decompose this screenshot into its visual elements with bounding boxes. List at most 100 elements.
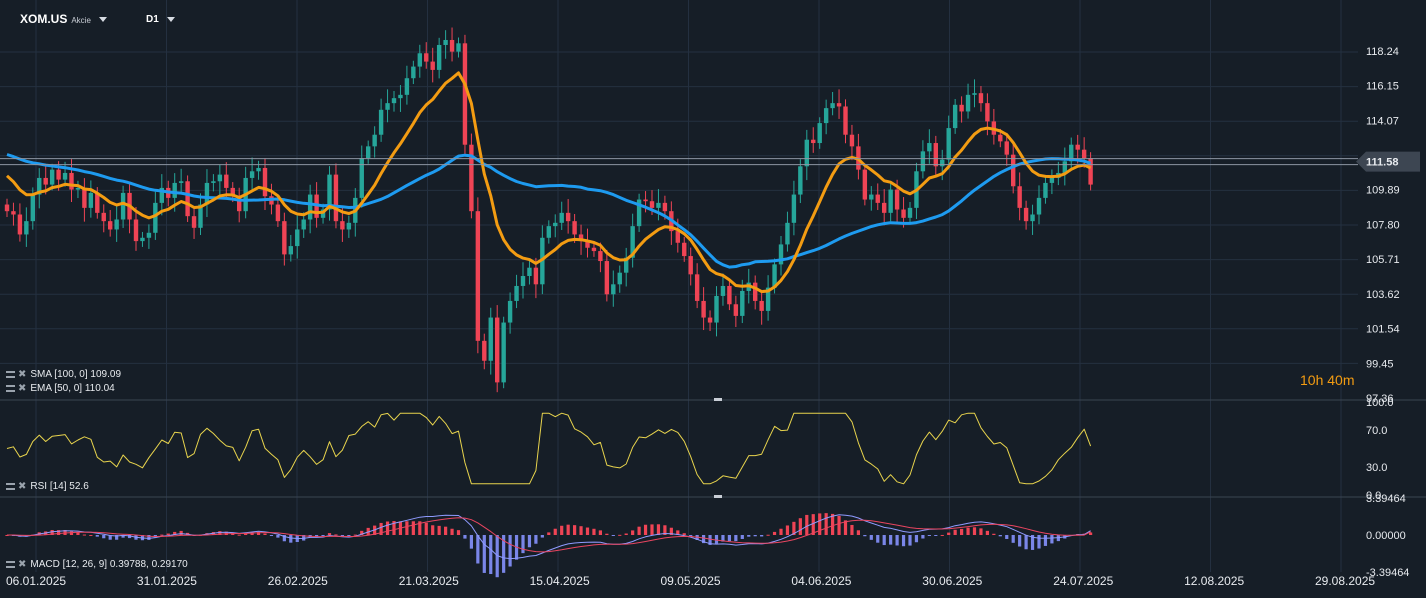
candle-body bbox=[940, 159, 945, 167]
candle-body bbox=[204, 182, 210, 205]
macd-histogram-bar bbox=[766, 534, 770, 536]
macd-histogram-bar bbox=[663, 525, 667, 535]
candle-body bbox=[114, 219, 119, 230]
candle-body bbox=[411, 66, 416, 79]
candle-body bbox=[1069, 144, 1074, 162]
rsi-axis-tick: 30.0 bbox=[1366, 462, 1387, 474]
settings-icon[interactable] bbox=[6, 482, 15, 490]
candle-body bbox=[56, 169, 61, 180]
candle-body bbox=[366, 146, 371, 158]
candle-body bbox=[662, 202, 668, 212]
candle-body bbox=[495, 317, 500, 383]
rsi-label: RSI [14] 52.6 bbox=[30, 481, 89, 492]
macd-histogram-bar bbox=[502, 535, 506, 573]
rsi-legend[interactable]: ✖ RSI [14] 52.6 bbox=[6, 481, 89, 492]
candle-body bbox=[101, 212, 106, 222]
candle-body bbox=[733, 304, 739, 316]
candle-body bbox=[333, 174, 339, 222]
candle-body bbox=[191, 216, 197, 228]
macd-histogram-bar bbox=[444, 526, 448, 535]
candle-body bbox=[933, 143, 938, 167]
macd-histogram-bar bbox=[547, 532, 551, 535]
macd-histogram-bar bbox=[527, 535, 532, 548]
candle-body bbox=[894, 189, 900, 210]
macd-histogram-bar bbox=[934, 535, 938, 536]
date-axis-tick: 29.08.2025 bbox=[1315, 574, 1375, 588]
close-icon[interactable]: ✖ bbox=[18, 481, 27, 492]
price-axis-tick: 103.62 bbox=[1366, 289, 1400, 301]
candle-body bbox=[237, 196, 242, 212]
ema-legend[interactable]: ✖ EMA [50, 0] 110.04 bbox=[6, 383, 115, 394]
candle-body bbox=[649, 201, 655, 208]
timeframe-selector[interactable]: D1 bbox=[146, 14, 175, 25]
candle-body bbox=[985, 103, 990, 122]
date-axis-tick: 21.03.2025 bbox=[399, 574, 459, 588]
symbol-type: Akcie bbox=[71, 16, 91, 25]
candle-body bbox=[682, 242, 687, 257]
close-icon[interactable]: ✖ bbox=[18, 383, 27, 394]
macd-histogram-bar bbox=[360, 530, 364, 535]
macd-legend[interactable]: ✖ MACD [12, 26, 9] 0.39788, 0.29170 bbox=[6, 559, 188, 570]
date-axis-tick: 15.04.2025 bbox=[530, 574, 590, 588]
candle-body bbox=[282, 221, 287, 255]
candle-body bbox=[185, 181, 190, 217]
candle-body bbox=[436, 44, 442, 70]
macd-histogram-bar bbox=[779, 528, 783, 535]
macd-histogram-bar bbox=[624, 533, 628, 535]
settings-icon[interactable] bbox=[6, 560, 15, 568]
candle-body bbox=[404, 78, 410, 95]
candle-body bbox=[1049, 177, 1055, 183]
settings-icon[interactable] bbox=[6, 384, 15, 392]
current-price-tag bbox=[1356, 151, 1420, 172]
macd-histogram-bar bbox=[972, 527, 977, 535]
candle-body bbox=[82, 187, 87, 208]
candle-body bbox=[372, 134, 377, 147]
candle-body bbox=[546, 226, 551, 238]
candle-body bbox=[1088, 157, 1093, 185]
sma-legend[interactable]: ✖ SMA [100, 0] 109.09 bbox=[6, 369, 121, 380]
symbol-selector[interactable]: XOM.US Akcie bbox=[20, 12, 107, 26]
candle-body bbox=[959, 104, 964, 112]
candle-body bbox=[946, 128, 951, 160]
candle-body bbox=[972, 93, 977, 95]
candle-body bbox=[43, 177, 48, 185]
candle-body bbox=[443, 39, 448, 45]
macd-histogram-bar bbox=[901, 535, 906, 547]
macd-axis-tick: 0.00000 bbox=[1366, 530, 1406, 542]
candle-body bbox=[211, 181, 216, 183]
macd-histogram-bar bbox=[792, 521, 796, 535]
candle-body bbox=[830, 103, 835, 109]
candle-body bbox=[965, 94, 971, 112]
candle-body bbox=[398, 94, 403, 99]
macd-histogram-bar bbox=[424, 522, 428, 535]
candle-body bbox=[553, 222, 558, 227]
date-axis-tick: 31.01.2025 bbox=[137, 574, 197, 588]
macd-histogram-bar bbox=[366, 527, 370, 535]
candle-body bbox=[533, 267, 539, 285]
candle-body bbox=[759, 300, 764, 311]
candle-body bbox=[869, 194, 874, 200]
pane-resize-handle bbox=[714, 495, 722, 498]
macd-histogram-bar bbox=[534, 535, 538, 544]
candle-body bbox=[520, 276, 526, 286]
macd-histogram-bar bbox=[1037, 535, 1041, 549]
settings-icon[interactable] bbox=[6, 370, 15, 378]
sma-label: SMA [100, 0] 109.09 bbox=[30, 369, 122, 380]
pane-resize-handle bbox=[714, 398, 722, 401]
timeframe-label: D1 bbox=[146, 14, 159, 25]
candle-body bbox=[630, 226, 635, 258]
close-icon[interactable]: ✖ bbox=[18, 559, 27, 570]
macd-histogram-bar bbox=[985, 530, 989, 535]
macd-histogram-bar bbox=[405, 521, 409, 535]
candle-body bbox=[785, 222, 790, 245]
candle-body bbox=[714, 295, 719, 323]
macd-histogram-bar bbox=[611, 535, 615, 536]
candle-body bbox=[875, 194, 880, 203]
macd-histogram-bar bbox=[740, 535, 744, 539]
close-icon[interactable]: ✖ bbox=[18, 369, 27, 380]
price-axis-tick: 109.89 bbox=[1366, 185, 1400, 197]
candle-body bbox=[1011, 154, 1016, 187]
candle-body bbox=[4, 204, 10, 212]
price-axis-tick: 107.80 bbox=[1366, 219, 1400, 231]
